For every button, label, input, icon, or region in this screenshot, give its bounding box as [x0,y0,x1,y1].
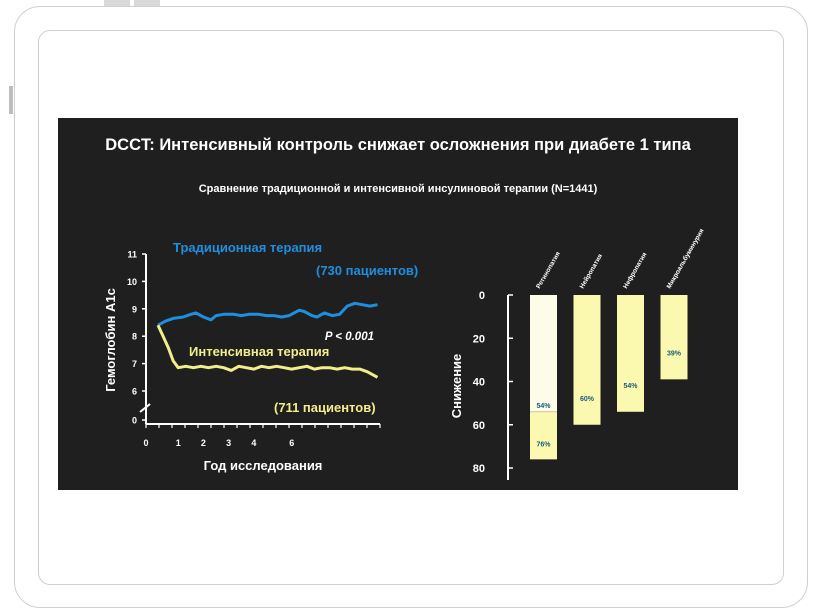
bar-category-label: Ретинопатия [535,251,562,290]
presentation-slide: DCCT: Интенсивный контроль снижает ослож… [58,118,738,490]
bar-category-label: Нефропатия [622,251,648,290]
bar [530,411,557,460]
line-chart-ytick-label: 9 [132,304,137,314]
axis-break-mark [139,403,151,413]
bar-chart-ytick-label: 60 [473,420,485,432]
series-label-intensive: Интенсивная терапия [189,344,329,359]
line-chart-xtick-label: 6 [289,438,294,448]
bar-chart-ytick-label: 0 [479,290,485,302]
bar-secondary [530,295,557,412]
line-chart-xtick-label: 1 [176,438,181,448]
bar-value-label: 60% [580,396,595,403]
bar [573,295,601,425]
series-count-intensive: (711 пациентов) [274,400,376,415]
sidebar-marker [9,86,13,114]
line-chart-ytick-label: 7 [132,359,137,369]
bar-value-label: 76% [536,441,551,448]
line-chart-ylabel: Гемоглобин A1c [103,288,118,392]
line-chart-ytick-label: 8 [132,332,137,342]
line-chart-xtick-label: 3 [226,438,231,448]
line-chart-ytick-label: 11 [127,250,137,260]
bar-secondary-value-label: 54% [536,403,551,410]
line-chart-xlabel: Год исследования [204,458,323,473]
line-chart-ytick-label: 0 [132,416,137,426]
p-value-annotation: P < 0.001 [325,331,374,343]
bar-chart-ytick-label: 40 [473,377,485,389]
series-line-intensive [156,324,379,379]
series-count-traditional: (730 пациентов) [316,263,418,278]
slide-title: DCCT: Интенсивный контроль снижает ослож… [105,136,691,154]
bar-chart-ylabel: Снижение [449,354,464,419]
line-chart-ytick-label: 10 [127,277,137,287]
series-label-traditional: Традиционная терапия [173,240,322,255]
line-chart-xtick-label: 2 [201,438,206,448]
line-chart-xtick-label: 0 [143,438,148,448]
bar-chart-ytick-label: 80 [473,463,485,475]
bar-category-label: Микроальбуминурия [665,227,706,290]
bar-value-label: 54% [623,383,638,390]
bar-chart-ytick-label: 20 [473,333,485,345]
chart-canvas: Гемоглобин A1c Год исследования Традицио… [103,227,706,480]
window-tab-1 [104,0,130,6]
bar-category-label: Нейропатия [578,252,604,290]
line-chart-ytick-label: 6 [132,387,137,397]
line-chart-xtick-label: 4 [251,438,256,448]
bar [660,295,688,380]
bar [617,295,644,412]
window-tab-2 [134,0,160,6]
series-line-traditional [157,301,378,327]
bar-value-label: 39% [667,350,682,357]
slide-subtitle: Сравнение традиционной и интенсивной инс… [198,183,598,195]
